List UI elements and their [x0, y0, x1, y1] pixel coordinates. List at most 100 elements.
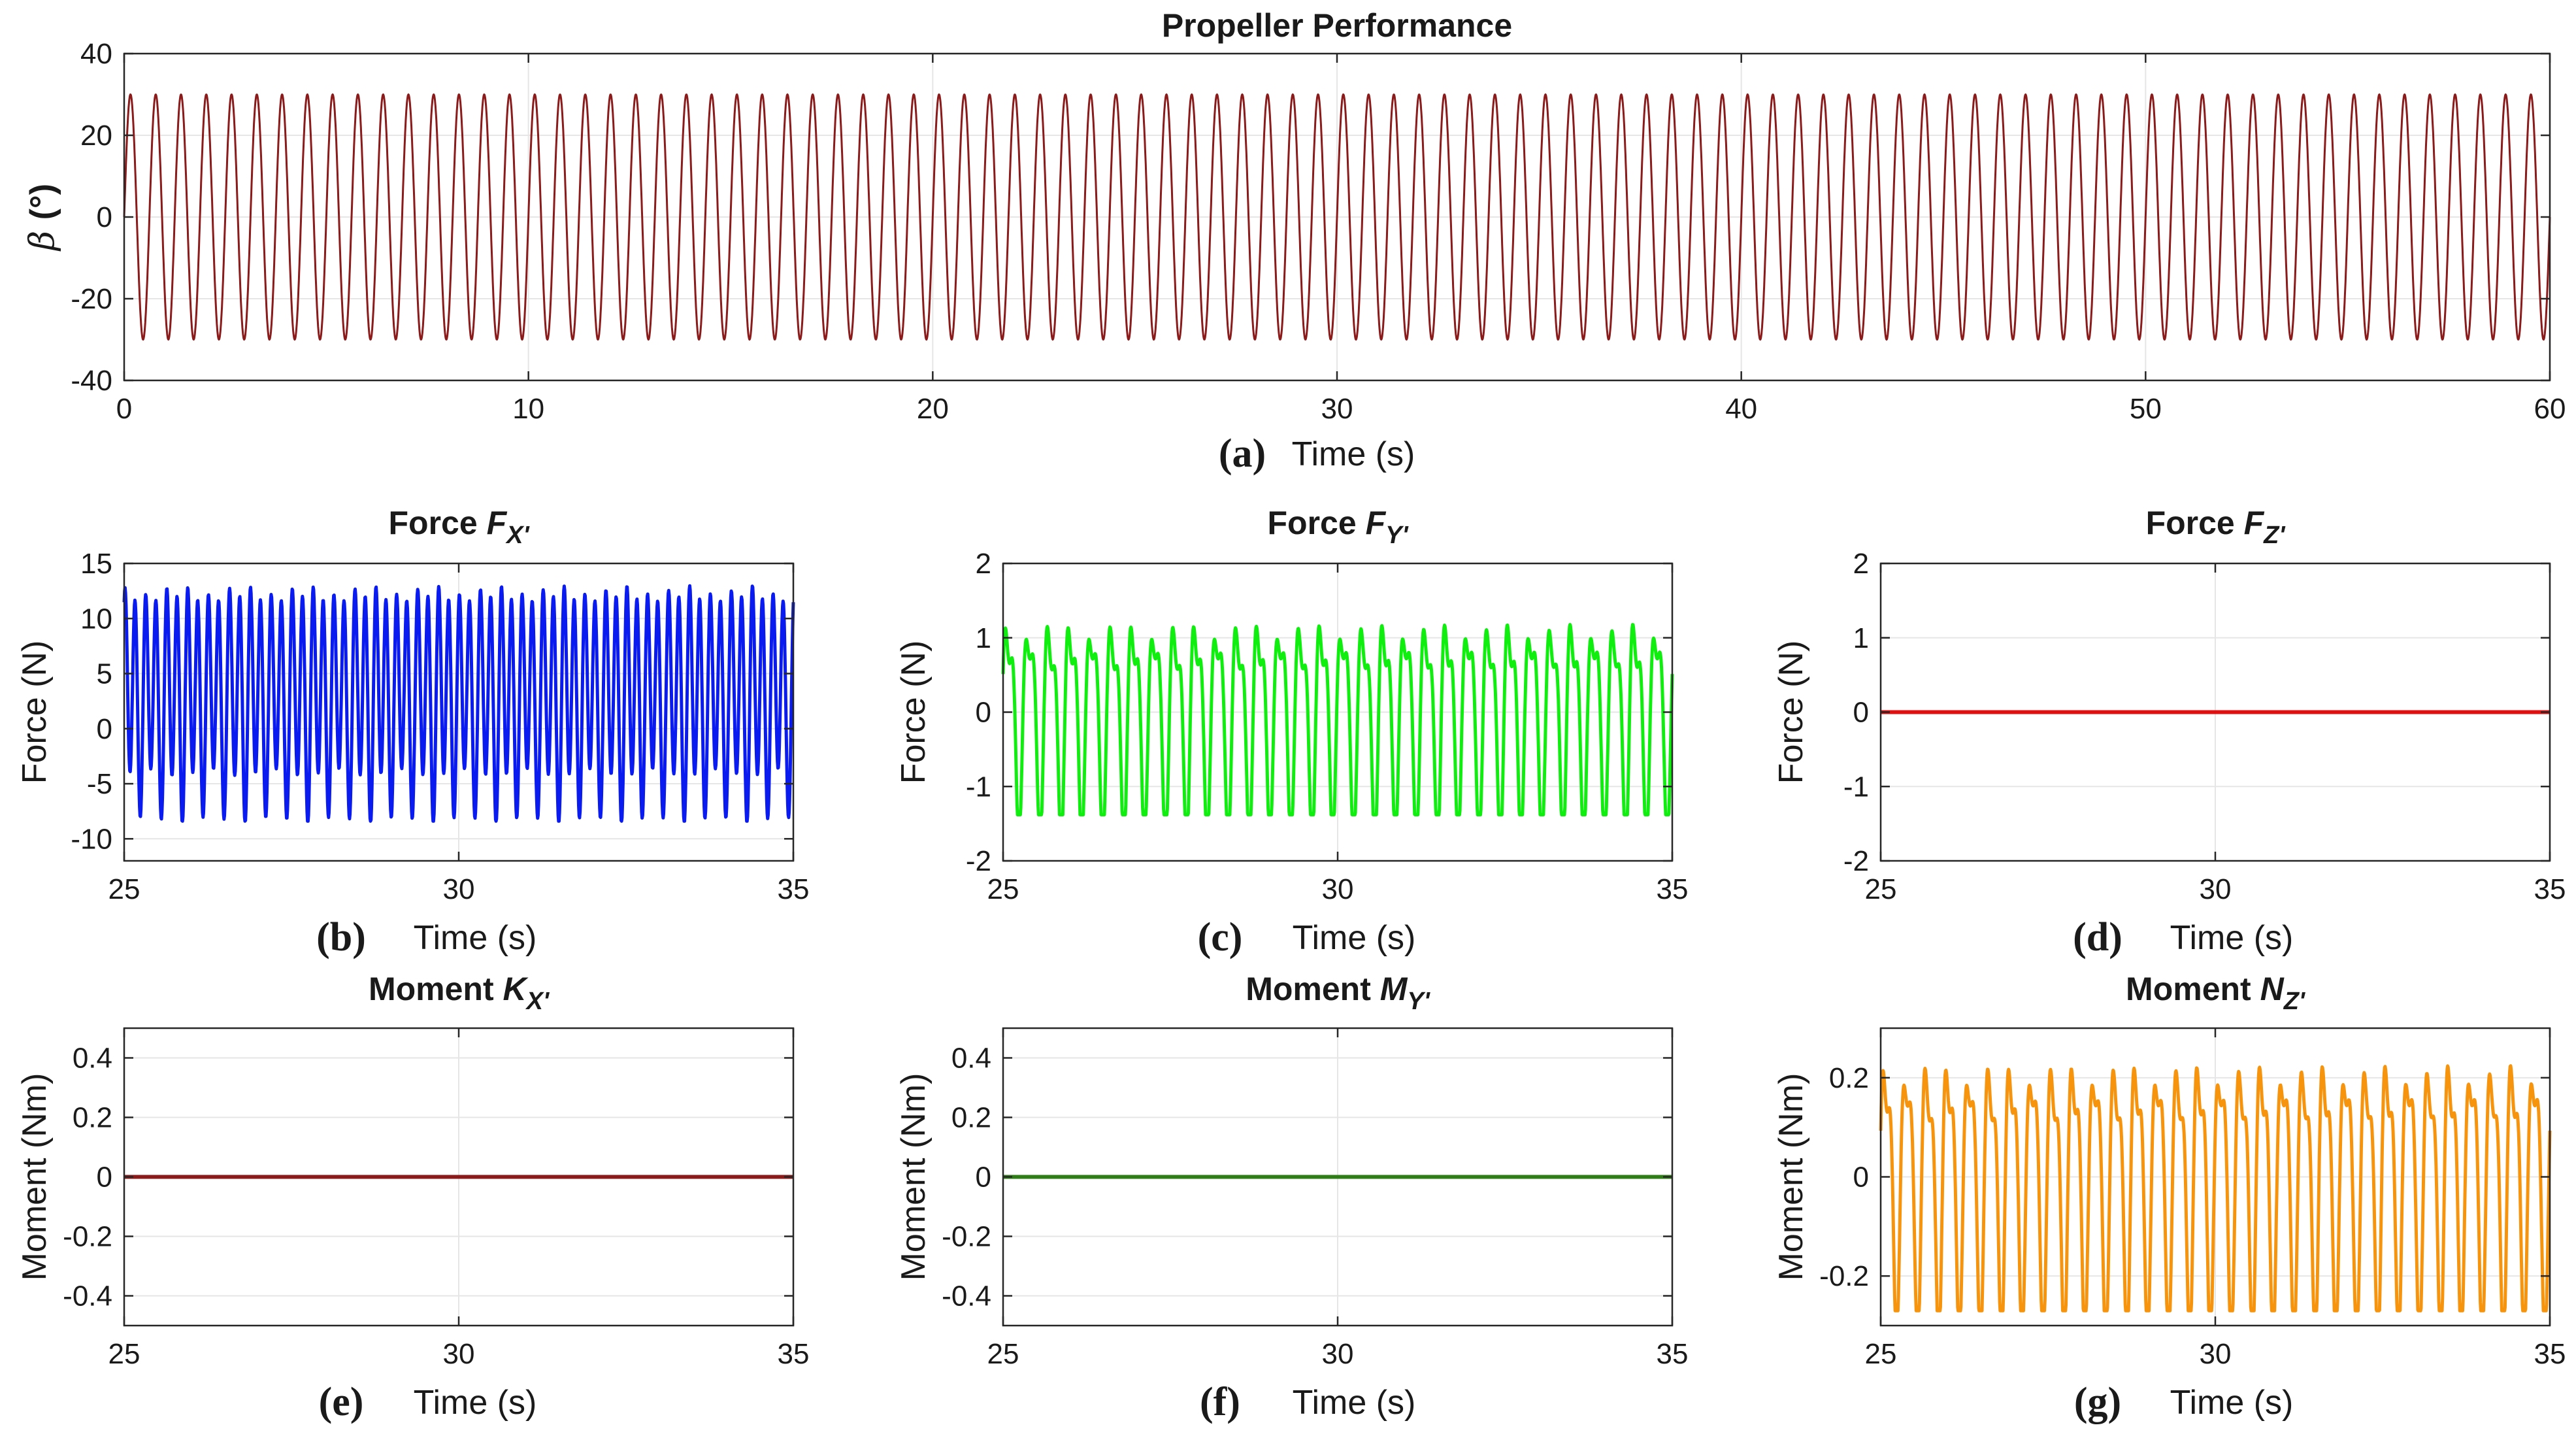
panel-letter: (d) — [2073, 915, 2122, 960]
y-tick-label: -20 — [71, 283, 112, 315]
y-tick-label: 5 — [97, 658, 112, 690]
y-axis-label: β (°) — [23, 184, 62, 252]
x-tick-label: 25 — [1865, 1338, 1897, 1370]
panel-d: 25 30 35 -2 -1 0 1 2 Force FZ' Force (N) Time (s) (… — [1772, 505, 2566, 960]
x-axis-label: Time (s) — [2170, 919, 2294, 957]
y-tick-label: 0.2 — [73, 1102, 112, 1134]
y-tick-label: -40 — [71, 365, 112, 397]
series-line-g — [1879, 1064, 2552, 1313]
y-tick-label: -10 — [71, 823, 112, 855]
title-prefix: Force — [389, 505, 487, 541]
chart-title: Propeller Performance — [1162, 7, 1512, 44]
x-tick-label: 25 — [108, 873, 140, 905]
title-subscript: Y' — [1407, 988, 1430, 1015]
x-tick-label: 10 — [512, 393, 544, 425]
x-tick-label: 25 — [108, 1338, 140, 1370]
title-prefix: Force — [2146, 505, 2244, 541]
x-axis-label: Time (s) — [1293, 919, 1416, 957]
y-axis-unit: (°) — [24, 184, 61, 220]
y-tick-label: 0.4 — [73, 1043, 112, 1075]
title-subscript: X' — [505, 522, 530, 549]
x-tick-label: 35 — [2534, 873, 2566, 905]
title-symbol: M — [1380, 971, 1408, 1007]
y-tick-label: 0 — [976, 1162, 991, 1194]
panel-a: 0 10 20 30 40 50 60 -40 -20 0 20 40 Propeller Perfor… — [23, 7, 2566, 476]
x-axis-label: Time (s) — [414, 1384, 537, 1422]
x-tick-label: 0 — [116, 393, 132, 425]
panel-letter: (f) — [1200, 1380, 1240, 1424]
y-tick-label: -0.4 — [942, 1280, 991, 1313]
y-axis-label: Moment (Nm) — [16, 1073, 54, 1281]
series-line-a — [123, 93, 2551, 341]
y-tick-label: 0.2 — [1829, 1062, 1869, 1094]
chart-title: Moment KX' — [369, 971, 550, 1015]
y-tick-label: 1 — [976, 622, 991, 654]
panel-c: 25 30 35 -2 -1 0 1 2 Force FY' Force (N) Time (s) (… — [895, 505, 1688, 960]
y-tick-label: -0.2 — [1819, 1260, 1869, 1292]
title-prefix: Moment — [2126, 971, 2260, 1007]
y-tick-label: 2 — [976, 548, 991, 580]
panel-letter: (c) — [1198, 915, 1243, 960]
title-subscript: Z' — [2283, 988, 2306, 1015]
panel-letter: (a) — [1219, 431, 1266, 476]
x-tick-label: 35 — [1657, 1338, 1689, 1370]
panel-b: 25 30 35 -10 -5 0 5 10 15 Force FX' Force (N) Time … — [16, 505, 809, 960]
x-tick-label: 30 — [443, 1338, 475, 1370]
title-prefix: Moment — [369, 971, 503, 1007]
series-line-b — [122, 584, 795, 823]
title-prefix: Force — [1268, 505, 1366, 541]
y-tick-label: -5 — [87, 768, 112, 800]
y-tick-label: 0.2 — [951, 1102, 991, 1134]
y-tick-label: 0.4 — [951, 1043, 991, 1075]
x-tick-label: 40 — [1725, 393, 1757, 425]
title-subscript: X' — [525, 988, 550, 1015]
title-subscript: Y' — [1385, 522, 1409, 549]
y-axis-symbol: β — [23, 220, 62, 252]
chart-title: Moment MY' — [1246, 971, 1431, 1015]
chart-title: Force FX' — [389, 505, 531, 549]
y-tick-label: 0 — [1853, 1162, 1869, 1194]
y-tick-label: -2 — [966, 845, 991, 877]
y-tick-label: -0.2 — [63, 1221, 112, 1253]
y-tick-label: -1 — [1843, 771, 1869, 803]
title-symbol: F — [2244, 505, 2265, 541]
y-axis-label: Moment (Nm) — [895, 1073, 933, 1281]
y-tick-label: 40 — [80, 38, 112, 70]
y-tick-label: 20 — [80, 120, 112, 152]
x-tick-label: 35 — [2534, 1338, 2566, 1370]
y-tick-label: 2 — [1853, 548, 1869, 580]
title-symbol: K — [503, 971, 529, 1007]
x-axis-label: Time (s) — [1293, 1384, 1416, 1422]
y-tick-label: 10 — [80, 603, 112, 635]
chart-title: Moment NZ' — [2126, 971, 2306, 1015]
y-tick-label: -2 — [1843, 845, 1869, 877]
x-tick-label: 20 — [917, 393, 949, 425]
y-tick-label: -0.4 — [63, 1280, 112, 1313]
y-tick-label: -0.2 — [942, 1221, 991, 1253]
x-tick-label: 30 — [1322, 1338, 1354, 1370]
series-line-c — [1001, 623, 1674, 816]
y-tick-label: 1 — [1853, 622, 1869, 654]
title-symbol: F — [1366, 505, 1387, 541]
title-prefix: Moment — [1246, 971, 1380, 1007]
y-axis-label: Force (N) — [1772, 641, 1810, 784]
y-axis-label: Force (N) — [895, 641, 933, 784]
panel-g: 25 30 35 -0.2 0 0.2 Moment NZ' Moment (Nm) Time … — [1772, 971, 2566, 1424]
panel-e: 25 30 35 -0.4 -0.2 0 0.2 0.4 Moment KX' Moment (N… — [16, 971, 809, 1424]
title-symbol: N — [2260, 971, 2285, 1007]
y-axis-label: Moment (Nm) — [1772, 1073, 1810, 1281]
x-tick-label: 35 — [778, 1338, 810, 1370]
x-axis-label: Time (s) — [414, 919, 537, 957]
y-tick-label: 0 — [97, 713, 112, 745]
x-tick-label: 25 — [1865, 873, 1897, 905]
y-tick-label: -1 — [966, 771, 991, 803]
x-tick-label: 35 — [778, 873, 810, 905]
x-axis-label: Time (s) — [1292, 435, 1415, 473]
x-tick-label: 30 — [2200, 1338, 2232, 1370]
panel-letter: (b) — [316, 915, 366, 960]
chart-title: Force FY' — [1268, 505, 1410, 549]
y-tick-label: 15 — [80, 548, 112, 580]
x-tick-label: 60 — [2534, 393, 2566, 425]
title-subscript: Z' — [2263, 522, 2286, 549]
